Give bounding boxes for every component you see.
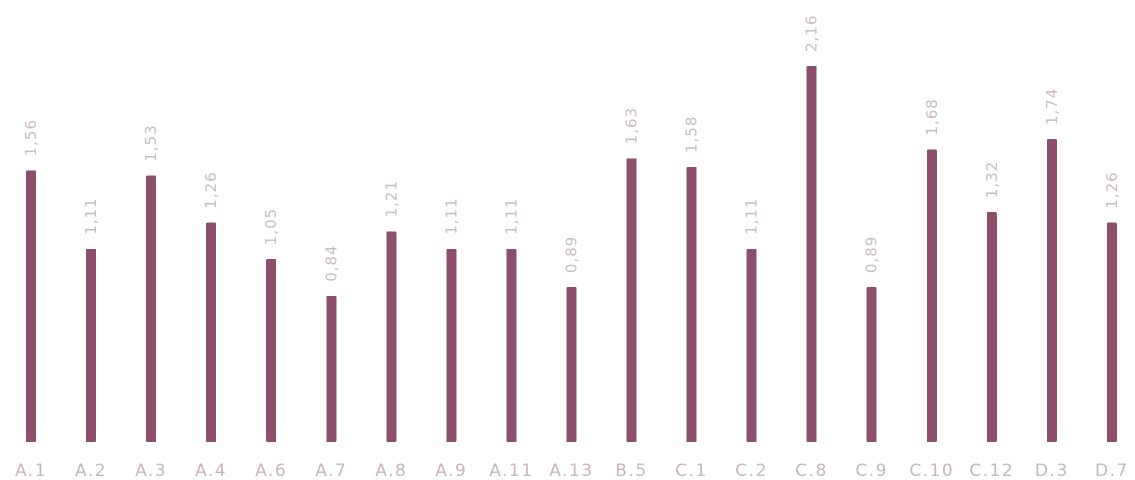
value-label-A.2: 1,11	[82, 197, 100, 234]
bar-C.2	[746, 248, 757, 442]
tick-label-A.8: A.8	[375, 461, 407, 480]
bar-B.5	[626, 158, 637, 443]
bar-C.8	[806, 66, 817, 442]
tick-label-A.4: A.4	[195, 461, 227, 480]
tick-label-C.1: C.1	[675, 461, 708, 480]
bar-C.10	[926, 149, 937, 442]
tick-label-C.8: C.8	[795, 461, 828, 480]
bar-A.9	[446, 248, 457, 442]
tick-label-A.11: A.11	[489, 461, 533, 480]
value-label-C.8: 2,16	[803, 15, 821, 52]
value-label-B.5: 1,63	[623, 107, 641, 144]
tick-labels-layer: A.1 A.2 A.3 A.4 A.6 A.7 A.8 A.9 A.11 A.13 B.5 C.1 C.…	[15, 461, 1129, 480]
tick-label-A.9: A.9	[435, 461, 467, 480]
value-label-A.1: 1,56	[22, 119, 40, 156]
value-label-A.4: 1,26	[202, 171, 220, 208]
bar-A.11	[506, 248, 517, 442]
bar-C.9	[866, 287, 877, 442]
tick-label-D.3: D.3	[1035, 461, 1069, 480]
value-label-C.1: 1,58	[683, 116, 701, 153]
tick-label-A.2: A.2	[75, 461, 107, 480]
tick-label-D.7: D.7	[1095, 461, 1129, 480]
value-label-A.11: 1,11	[502, 197, 520, 234]
tick-label-A.6: A.6	[255, 461, 287, 480]
value-label-A.8: 1,21	[382, 180, 400, 217]
value-labels-layer: 1,56 1,11 1,53 1,26 1,05 0,84 1,21 1,11 1,11 0,89…	[22, 15, 1121, 282]
bar-A.2	[86, 248, 96, 442]
value-label-A.9: 1,11	[442, 197, 460, 234]
bar-C.12	[986, 212, 997, 442]
value-label-A.13: 0,89	[562, 236, 580, 273]
tick-label-C.12: C.12	[969, 461, 1014, 480]
value-label-C.12: 1,32	[983, 161, 1001, 198]
value-label-C.10: 1,68	[923, 98, 941, 135]
value-label-D.7: 1,26	[1103, 171, 1121, 208]
value-label-D.3: 1,74	[1043, 88, 1061, 125]
bar-A.8	[386, 231, 397, 442]
value-label-A.6: 1,05	[262, 208, 280, 245]
bar-D.3	[1046, 139, 1057, 442]
tick-label-A.3: A.3	[135, 461, 167, 480]
bar-A.7	[326, 295, 337, 442]
tick-label-B.5: B.5	[615, 461, 647, 480]
value-label-C.2: 1,11	[743, 197, 761, 234]
bar-A.3	[146, 175, 157, 442]
tick-label-A.7: A.7	[315, 461, 347, 480]
bars-layer	[26, 66, 1117, 443]
bar-D.7	[1106, 222, 1117, 442]
tick-label-A.13: A.13	[549, 461, 593, 480]
value-label-C.9: 0,89	[863, 236, 881, 273]
tick-label-C.9: C.9	[855, 461, 888, 480]
value-label-A.3: 1,53	[142, 124, 160, 161]
value-label-A.7: 0,84	[322, 244, 340, 281]
bar-A.13	[566, 287, 577, 442]
bar-A.6	[266, 259, 277, 442]
tick-label-A.1: A.1	[15, 461, 47, 480]
bar-A.4	[206, 222, 217, 442]
tick-label-C.10: C.10	[909, 461, 954, 480]
bar-C.1	[686, 167, 697, 442]
tick-label-C.2: C.2	[735, 461, 768, 480]
bar-A.1	[26, 170, 36, 442]
